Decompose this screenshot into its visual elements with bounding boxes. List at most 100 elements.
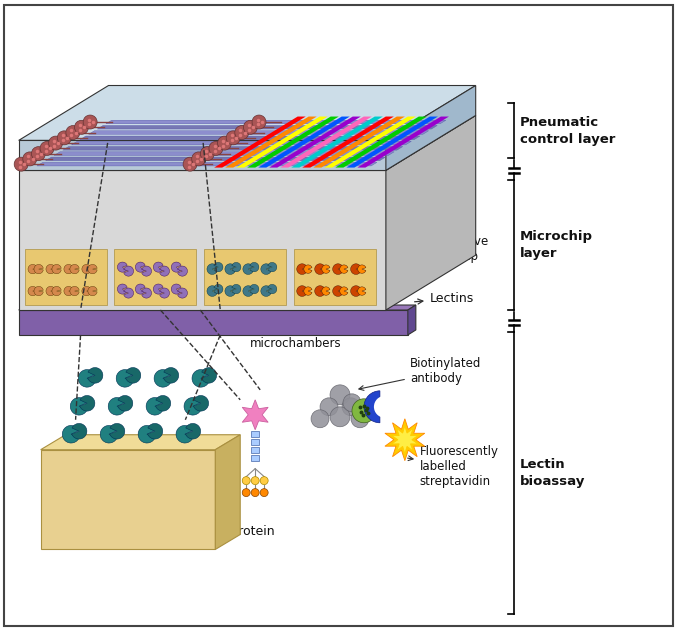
Wedge shape xyxy=(178,266,187,276)
Circle shape xyxy=(75,120,89,134)
Wedge shape xyxy=(87,367,103,383)
Wedge shape xyxy=(117,284,127,294)
Circle shape xyxy=(200,147,214,161)
Circle shape xyxy=(14,158,28,171)
Circle shape xyxy=(226,131,240,145)
Wedge shape xyxy=(123,266,134,276)
Polygon shape xyxy=(408,305,416,335)
Polygon shape xyxy=(236,117,327,168)
Wedge shape xyxy=(80,396,95,411)
Wedge shape xyxy=(117,262,127,272)
Wedge shape xyxy=(261,264,271,275)
Wedge shape xyxy=(340,287,348,295)
Circle shape xyxy=(342,398,360,416)
Polygon shape xyxy=(216,435,240,549)
Circle shape xyxy=(242,477,250,484)
Wedge shape xyxy=(214,263,223,272)
Circle shape xyxy=(260,489,268,496)
Wedge shape xyxy=(70,287,79,295)
Polygon shape xyxy=(19,170,386,310)
Wedge shape xyxy=(192,370,209,387)
Circle shape xyxy=(320,398,338,416)
Circle shape xyxy=(243,120,258,134)
Circle shape xyxy=(330,385,350,405)
Circle shape xyxy=(343,394,361,412)
Polygon shape xyxy=(71,141,412,145)
Wedge shape xyxy=(28,287,37,295)
Bar xyxy=(251,447,259,453)
Polygon shape xyxy=(247,117,339,168)
Polygon shape xyxy=(280,117,372,168)
Wedge shape xyxy=(351,264,361,275)
Circle shape xyxy=(49,136,62,150)
Bar xyxy=(24,249,106,305)
Wedge shape xyxy=(64,287,73,295)
Polygon shape xyxy=(386,115,476,310)
Wedge shape xyxy=(52,287,61,295)
Wedge shape xyxy=(261,286,271,296)
Polygon shape xyxy=(106,120,446,123)
Wedge shape xyxy=(142,288,151,298)
Wedge shape xyxy=(333,286,343,296)
Wedge shape xyxy=(333,264,343,275)
Wedge shape xyxy=(116,370,133,387)
Wedge shape xyxy=(225,264,235,275)
Wedge shape xyxy=(178,288,187,298)
Polygon shape xyxy=(41,435,240,450)
Circle shape xyxy=(235,125,249,140)
Wedge shape xyxy=(322,287,330,295)
Wedge shape xyxy=(159,288,170,298)
Text: Actuable assay
microchambers: Actuable assay microchambers xyxy=(224,311,342,350)
Polygon shape xyxy=(292,117,383,168)
Circle shape xyxy=(183,158,197,171)
Circle shape xyxy=(260,477,268,484)
Circle shape xyxy=(351,410,369,428)
Circle shape xyxy=(57,131,71,145)
Text: Glycoprotein: Glycoprotein xyxy=(179,501,275,537)
Wedge shape xyxy=(225,286,235,296)
Polygon shape xyxy=(302,117,394,168)
Wedge shape xyxy=(193,396,209,411)
Polygon shape xyxy=(258,117,350,168)
Wedge shape xyxy=(315,286,325,296)
Bar xyxy=(251,431,259,437)
Wedge shape xyxy=(88,287,97,295)
Circle shape xyxy=(31,147,45,161)
Wedge shape xyxy=(46,287,55,295)
Wedge shape xyxy=(201,367,216,383)
Wedge shape xyxy=(232,263,241,272)
Wedge shape xyxy=(148,423,163,439)
Wedge shape xyxy=(250,263,259,272)
Circle shape xyxy=(209,141,223,156)
Wedge shape xyxy=(207,264,217,275)
Polygon shape xyxy=(19,115,476,170)
Polygon shape xyxy=(41,450,216,549)
Wedge shape xyxy=(243,264,253,275)
Wedge shape xyxy=(123,288,134,298)
Circle shape xyxy=(352,399,376,423)
Wedge shape xyxy=(34,265,43,274)
Circle shape xyxy=(66,125,80,140)
Polygon shape xyxy=(357,117,449,168)
Wedge shape xyxy=(64,265,73,274)
Wedge shape xyxy=(207,286,217,296)
Polygon shape xyxy=(392,426,418,454)
Wedge shape xyxy=(176,425,193,443)
Wedge shape xyxy=(297,286,307,296)
Circle shape xyxy=(40,141,54,156)
Polygon shape xyxy=(214,117,306,168)
Wedge shape xyxy=(304,287,312,295)
Circle shape xyxy=(192,152,205,166)
Circle shape xyxy=(218,136,232,150)
Circle shape xyxy=(374,396,396,418)
Circle shape xyxy=(311,410,329,428)
Wedge shape xyxy=(268,263,277,272)
Wedge shape xyxy=(358,265,366,273)
Circle shape xyxy=(23,152,37,166)
Polygon shape xyxy=(54,152,394,156)
Polygon shape xyxy=(45,157,386,161)
Text: Biotinylated
antibody: Biotinylated antibody xyxy=(359,357,481,391)
Polygon shape xyxy=(313,117,405,168)
Wedge shape xyxy=(62,425,79,443)
Wedge shape xyxy=(82,287,91,295)
